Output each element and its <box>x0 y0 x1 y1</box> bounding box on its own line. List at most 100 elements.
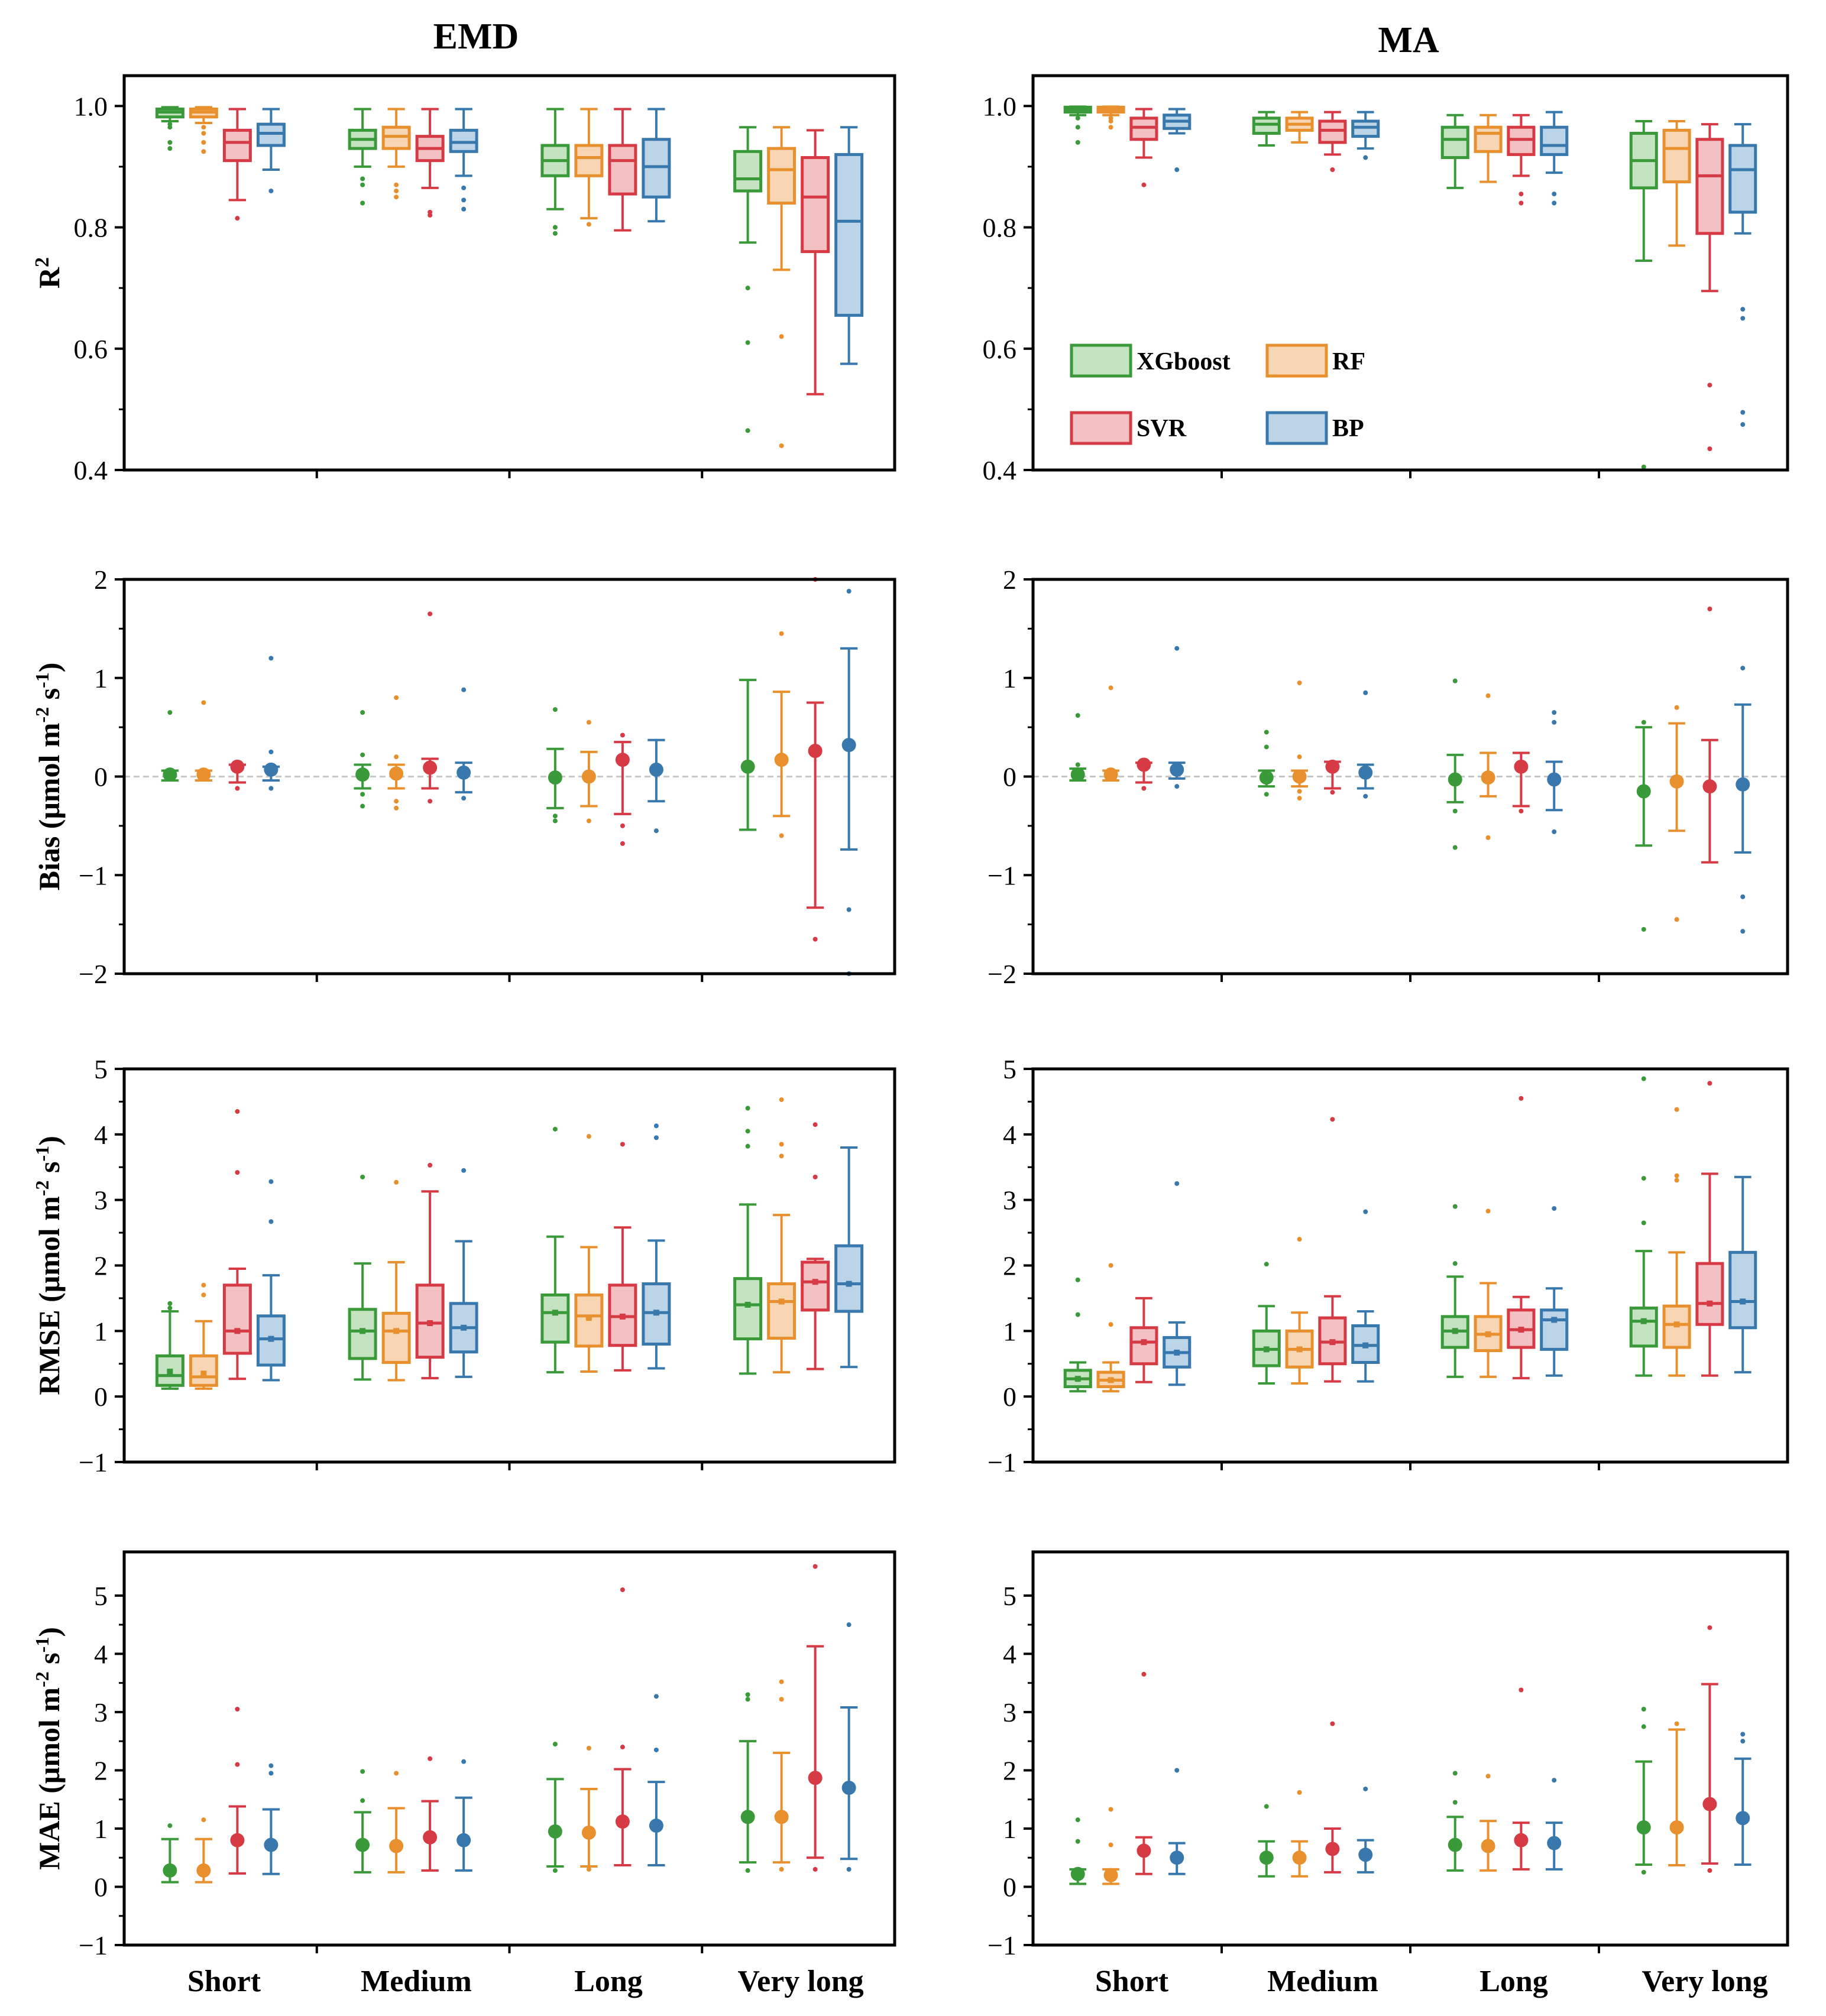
series-rf <box>1102 1721 1685 1885</box>
mean-marker-xgboost-very-long <box>744 1302 751 1308</box>
box-svr-very-long <box>1695 1262 1724 1326</box>
y-tick-label: 0.4 <box>74 455 108 485</box>
outlier-point-bp-very-long <box>1740 1732 1746 1737</box>
mean-point-rf-short <box>196 767 211 782</box>
outlier-point-svr-short <box>235 1762 240 1767</box>
y-tick-label: −2 <box>79 959 108 989</box>
y-tick-label: −1 <box>79 1447 108 1477</box>
outlier-point-bp-medium <box>461 185 467 190</box>
box-svr-very-long <box>801 1260 830 1312</box>
y-axis-label-exponent: -1 <box>31 1146 53 1162</box>
outlier-point-rf-very-long <box>779 1142 784 1147</box>
y-axis-label: MAE (μmol m-2 s-1) <box>31 1627 66 1870</box>
mean-point-bp-medium <box>456 765 471 780</box>
outlier-point-svr-very-long <box>1707 1081 1712 1086</box>
outlier-point-rf-medium <box>394 195 399 200</box>
outlier-point-xgboost-long <box>552 707 558 712</box>
outlier-point-svr-very-long <box>1707 607 1712 612</box>
outlier-point-bp-very-long <box>1740 929 1746 934</box>
outlier-point-rf-long <box>1485 1774 1491 1779</box>
outlier-point-xgboost-short <box>1075 1312 1080 1317</box>
mean-point-xgboost-short <box>163 767 177 782</box>
mean-point-xgboost-short <box>1070 1866 1085 1881</box>
outlier-point-svr-short <box>235 1109 240 1114</box>
outlier-point-bp-short <box>268 188 274 193</box>
legend-label-rf: RF <box>1332 348 1365 375</box>
box-bp-very-long <box>1728 144 1757 214</box>
y-tick-label: 0 <box>94 762 108 792</box>
outlier-point-bp-medium <box>461 796 467 801</box>
outlier-point-xgboost-short <box>167 140 173 145</box>
y-tick-label: 1 <box>94 1316 108 1346</box>
x-category-labels: Short Medium Long Very long Short Medium… <box>187 1965 1768 1998</box>
mean-marker-rf-long <box>1485 1331 1491 1337</box>
mean-point-xgboost-very-long <box>1636 1820 1651 1835</box>
outlier-point-rf-medium <box>394 182 399 187</box>
mean-point-rf-medium <box>1292 1850 1307 1865</box>
outlier-point-rf-very-long <box>1674 917 1679 922</box>
mean-point-svr-long <box>1514 759 1529 774</box>
outlier-point-rf-long <box>586 1134 591 1139</box>
mean-point-svr-short <box>1137 757 1151 772</box>
series-svr <box>1129 1081 1724 1383</box>
box-svr-very-long <box>801 156 830 254</box>
outlier-point-bp-long <box>1552 829 1557 834</box>
mean-point-xgboost-very-long <box>740 759 755 774</box>
mean-point-bp-short <box>264 1837 279 1852</box>
outlier-point-rf-long <box>586 1866 591 1872</box>
y-tick-label: 3 <box>1003 1697 1016 1727</box>
mean-marker-svr-short <box>234 1328 241 1334</box>
plot-frame <box>122 1067 896 1464</box>
mean-point-svr-very-long <box>1702 1797 1717 1811</box>
series-xgboost <box>161 679 757 831</box>
box-svr-long <box>608 144 637 196</box>
outlier-point-xgboost-medium <box>1264 1262 1269 1267</box>
outlier-point-xgboost-medium <box>360 1798 365 1803</box>
outlier-point-svr-long <box>620 1142 625 1147</box>
outlier-point-bp-medium <box>1363 690 1368 695</box>
mean-marker-rf-medium <box>393 1328 400 1334</box>
mean-point-bp-very-long <box>841 738 856 753</box>
y-axis-label: RMSE (μmol m-2 s-1) <box>31 1136 66 1395</box>
box-bp-very-long <box>834 153 864 317</box>
outlier-point-rf-medium <box>1297 1790 1302 1795</box>
y-tick-label: 0 <box>94 1382 108 1412</box>
mean-marker-bp-long <box>653 1310 659 1316</box>
series-rf <box>1102 680 1685 922</box>
outlier-point-svr-medium <box>428 1162 433 1168</box>
outlier-point-xgboost-medium <box>360 752 365 757</box>
x-category-label-ma-medium: Medium <box>1267 1965 1378 1998</box>
y-tick-label: 5 <box>1003 1054 1016 1084</box>
outlier-point-svr-long <box>620 732 625 738</box>
box-svr-medium <box>1318 119 1347 144</box>
outlier-point-rf-medium <box>394 805 399 811</box>
outlier-point-rf-short <box>1108 685 1113 691</box>
outlier-point-svr-very-long <box>812 1122 818 1127</box>
y-tick-label: 1 <box>1003 1814 1016 1844</box>
outlier-point-bp-medium <box>461 1759 467 1764</box>
outlier-point-xgboost-medium <box>360 182 365 187</box>
box-rf-medium <box>381 125 411 150</box>
y-tick-label: 4 <box>1003 1120 1016 1150</box>
y-tick-label: 3 <box>94 1697 108 1727</box>
series-xgboost <box>1063 105 1658 469</box>
outlier-point-xgboost-long <box>1452 1800 1458 1805</box>
mean-marker-svr-very-long <box>1707 1300 1713 1307</box>
y-tick-label: 1.0 <box>983 91 1017 121</box>
outlier-point-rf-very-long <box>1674 1721 1679 1726</box>
mean-point-bp-very-long <box>1736 1811 1750 1826</box>
y-axis-label-part: MAE (μmol m <box>33 1687 66 1870</box>
y-tick-label: 2 <box>1003 565 1016 595</box>
outlier-point-rf-short <box>201 149 206 154</box>
y-axis-label-exponent: -2 <box>31 1180 53 1196</box>
y-tick-label: 2 <box>1003 1251 1016 1281</box>
series-rf <box>1096 105 1691 247</box>
mean-point-bp-medium <box>1358 765 1373 780</box>
outlier-point-rf-very-long <box>1674 1173 1679 1178</box>
outlier-point-svr-short <box>1141 182 1147 187</box>
mean-marker-rf-medium <box>1296 1346 1303 1353</box>
series-svr <box>228 577 824 942</box>
mean-point-xgboost-medium <box>355 767 370 782</box>
series-xgboost <box>1063 1076 1658 1393</box>
mean-point-bp-long <box>1547 772 1562 787</box>
